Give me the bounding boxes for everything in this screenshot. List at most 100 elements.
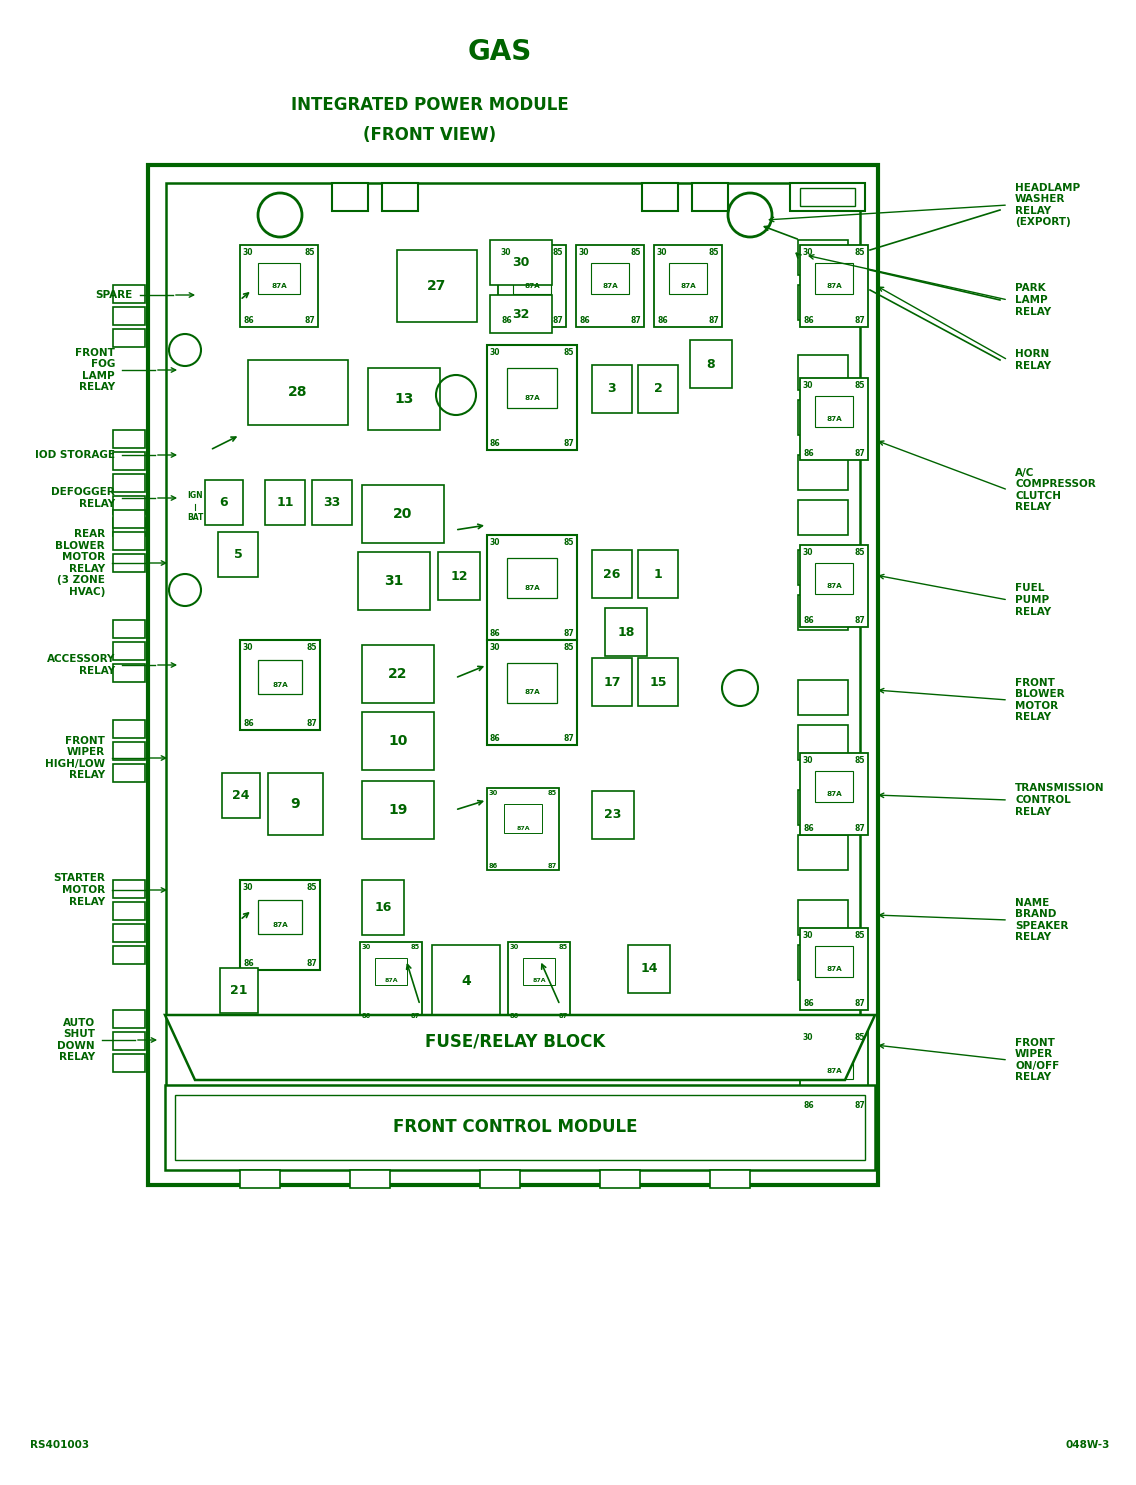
Text: 86: 86 [501, 316, 511, 325]
Bar [268, 774, 323, 835]
Bar [258, 263, 300, 294]
Bar [797, 790, 847, 826]
Text: 13: 13 [394, 392, 414, 405]
Bar [220, 968, 258, 1013]
Text: 8: 8 [707, 358, 716, 370]
Text: 30: 30 [803, 248, 813, 257]
Text: 87: 87 [559, 1013, 568, 1019]
Bar [692, 183, 728, 211]
Bar [112, 742, 145, 760]
Text: 19: 19 [389, 803, 408, 817]
Text: 30: 30 [490, 347, 501, 356]
Text: 11: 11 [276, 496, 294, 509]
Text: 20: 20 [393, 506, 412, 521]
Text: PARK
LAMP
RELAY: PARK LAMP RELAY [1014, 284, 1051, 316]
Bar [166, 183, 860, 1167]
Text: 87: 87 [411, 1013, 420, 1019]
Bar [112, 720, 145, 738]
Bar [816, 1048, 853, 1080]
Text: IOD STORAGE: IOD STORAGE [35, 450, 115, 460]
Text: 85: 85 [630, 248, 641, 257]
Text: 86: 86 [243, 719, 253, 728]
Text: 86: 86 [362, 1013, 371, 1019]
Text: FRONT CONTROL MODULE: FRONT CONTROL MODULE [393, 1118, 637, 1136]
Bar [258, 900, 302, 934]
Text: 87: 87 [548, 863, 557, 869]
Bar [165, 1086, 875, 1170]
Bar [800, 1031, 868, 1112]
Text: 86: 86 [490, 630, 501, 639]
Text: 24: 24 [232, 789, 250, 802]
Text: 86: 86 [803, 1100, 813, 1109]
Bar [358, 552, 431, 610]
Text: 5: 5 [234, 548, 242, 561]
Text: 86: 86 [803, 824, 813, 833]
Text: IGN: IGN [187, 490, 203, 499]
Text: 17: 17 [603, 676, 620, 689]
Text: 32: 32 [512, 307, 529, 321]
Bar [218, 532, 258, 578]
Bar [360, 941, 421, 1020]
Text: STARTER
MOTOR
RELAY: STARTER MOTOR RELAY [53, 873, 105, 907]
Bar [508, 558, 557, 598]
Bar [797, 241, 847, 275]
Text: 85: 85 [854, 756, 864, 765]
Text: 87: 87 [854, 999, 864, 1008]
Text: 87: 87 [630, 316, 641, 325]
Bar [112, 518, 145, 536]
Bar [265, 480, 304, 526]
Bar [508, 368, 557, 408]
Text: 87A: 87A [524, 585, 540, 591]
Bar [638, 365, 678, 413]
Bar [112, 330, 145, 347]
Bar [362, 644, 434, 702]
Bar [382, 183, 418, 211]
Text: 87A: 87A [532, 979, 545, 983]
Text: 85: 85 [563, 538, 574, 546]
Text: 16: 16 [375, 901, 392, 913]
Bar [800, 753, 868, 835]
Text: 85: 85 [563, 643, 574, 652]
Bar [375, 958, 407, 985]
Text: 87A: 87A [826, 416, 842, 422]
Bar [175, 1094, 864, 1160]
Bar [112, 664, 145, 682]
Bar [112, 496, 145, 514]
Text: 87A: 87A [826, 584, 842, 590]
Text: 86: 86 [803, 616, 813, 625]
Text: 87: 87 [304, 316, 315, 325]
Text: 86: 86 [490, 734, 501, 742]
Bar [112, 509, 145, 529]
Text: 85: 85 [854, 382, 864, 391]
Text: 87A: 87A [272, 284, 287, 290]
Text: (FRONT VIEW): (FRONT VIEW) [364, 126, 496, 144]
Text: 85: 85 [709, 248, 719, 257]
Text: 87A: 87A [602, 284, 618, 290]
Text: 87: 87 [563, 734, 574, 742]
Text: 87A: 87A [680, 284, 696, 290]
Text: 33: 33 [324, 496, 341, 509]
Bar [112, 307, 145, 325]
Bar [800, 379, 868, 460]
Bar [638, 549, 678, 598]
Bar [112, 1010, 145, 1028]
Bar [490, 296, 552, 333]
Bar [204, 480, 243, 526]
Bar [816, 563, 853, 594]
Bar [797, 680, 847, 714]
Text: 86: 86 [243, 959, 253, 968]
Bar [797, 725, 847, 760]
Text: 23: 23 [604, 808, 621, 821]
Bar [797, 454, 847, 490]
Text: 86: 86 [490, 440, 501, 448]
Text: DEFOGGER
RELAY: DEFOGGER RELAY [51, 487, 115, 509]
Text: TRANSMISSION
CONTROL
RELAY: TRANSMISSION CONTROL RELAY [1014, 784, 1104, 817]
Bar [816, 396, 853, 428]
Bar [432, 944, 500, 1017]
Text: 30: 30 [243, 884, 253, 892]
Text: 87: 87 [708, 316, 719, 325]
Text: 87A: 87A [524, 284, 540, 290]
Text: 87: 87 [563, 440, 574, 448]
Bar [490, 241, 552, 285]
Bar [487, 640, 577, 745]
